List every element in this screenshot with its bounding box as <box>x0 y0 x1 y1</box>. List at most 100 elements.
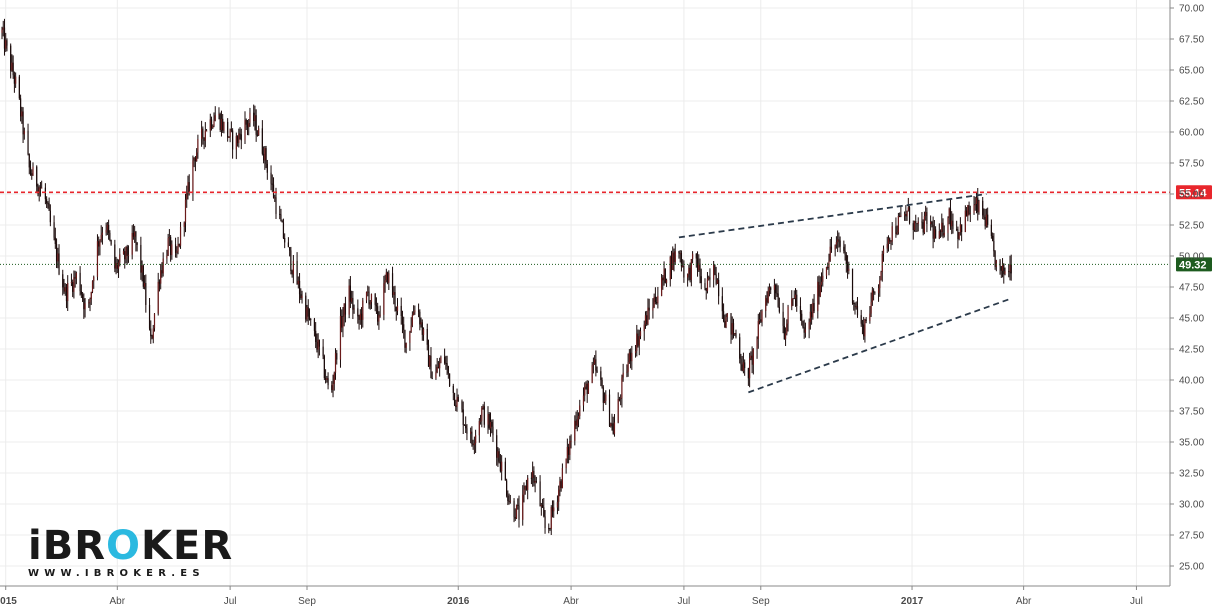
candle-body <box>235 136 237 150</box>
candle-body <box>722 311 725 321</box>
candle-body <box>803 327 805 333</box>
candle-body <box>429 355 431 367</box>
candle-body <box>275 197 277 214</box>
candle-body <box>246 124 249 128</box>
candle-body <box>922 222 924 233</box>
candle-body <box>413 312 415 316</box>
candle-body <box>315 330 317 342</box>
candle-body <box>731 323 733 335</box>
candle-body <box>205 130 208 132</box>
candle-body <box>447 366 449 374</box>
candle-body <box>895 226 897 235</box>
candle-body <box>851 268 854 304</box>
candle-body <box>254 115 256 121</box>
candle-body <box>942 222 944 236</box>
candle-body <box>713 264 715 280</box>
candle-body <box>229 129 231 137</box>
candle-body <box>114 244 116 269</box>
candle-body <box>943 232 945 236</box>
candle-body <box>670 256 673 270</box>
candle-body <box>298 280 301 295</box>
candle-body <box>109 232 111 240</box>
candle-body <box>83 298 85 310</box>
candle-body <box>732 323 735 335</box>
candle-body <box>342 316 344 328</box>
candle-body <box>39 187 42 189</box>
candle-body <box>915 221 917 224</box>
candle-body <box>37 186 39 194</box>
candle-body <box>444 356 446 363</box>
candle-body <box>369 302 371 305</box>
y-tick-label: 25.00 <box>1179 562 1204 573</box>
candle-body <box>290 250 292 271</box>
candle-body <box>220 118 223 131</box>
candle-body <box>654 296 656 303</box>
candle-body <box>595 359 597 371</box>
candle-body <box>965 210 968 217</box>
candle-body <box>89 298 91 303</box>
candle-body <box>367 291 369 293</box>
last-price-badge <box>1176 257 1212 272</box>
candle-body <box>787 306 789 324</box>
candlestick-series <box>1 18 1012 535</box>
candle-body <box>591 365 593 383</box>
candle-body <box>201 128 203 140</box>
candle-body <box>1 29 3 33</box>
candle-body <box>202 128 204 138</box>
candle-body <box>951 220 953 227</box>
candle-body <box>177 244 179 252</box>
candle-body <box>560 481 562 489</box>
candle-body <box>492 426 494 436</box>
y-tick-label: 42.50 <box>1179 345 1204 356</box>
candle-body <box>603 400 606 403</box>
candle-body <box>62 274 64 288</box>
y-tick-label: 57.50 <box>1179 159 1204 170</box>
candle-body <box>792 298 794 300</box>
candle-body <box>481 407 483 421</box>
candle-body <box>628 352 630 363</box>
candle-body <box>427 344 430 367</box>
candle-body <box>135 231 137 243</box>
candle-body <box>53 222 55 238</box>
candle-body <box>704 283 706 289</box>
candle-body <box>88 302 90 304</box>
candle-body <box>708 277 710 279</box>
candle-body <box>948 208 950 218</box>
candle-body <box>812 303 814 318</box>
candle-body <box>343 303 345 317</box>
candle-body <box>540 505 542 507</box>
candle-body <box>422 328 425 335</box>
candle-body <box>115 263 117 269</box>
x-tick-label: Jul <box>678 596 691 607</box>
candle-body <box>880 271 882 281</box>
candle-body <box>463 424 466 426</box>
candle-body <box>662 277 664 281</box>
candle-body <box>473 443 475 446</box>
candle-body <box>5 40 7 49</box>
candle-body <box>742 362 745 371</box>
candle-body <box>157 281 159 314</box>
candle-body <box>184 199 187 223</box>
candle-body <box>669 256 671 280</box>
candle-body <box>27 130 29 155</box>
candle-body <box>305 295 307 320</box>
candle-body <box>228 136 230 138</box>
candle-body <box>430 355 432 379</box>
candle-body <box>323 356 325 379</box>
candle-body <box>696 258 699 271</box>
candle-body <box>768 287 771 291</box>
candle-body <box>349 285 351 302</box>
candle-body <box>987 214 989 225</box>
candle-body <box>690 259 692 281</box>
candle-body <box>506 480 508 496</box>
candle-body <box>932 224 934 239</box>
candle-body <box>280 214 282 222</box>
candle-body <box>923 216 926 233</box>
candle-body <box>57 253 59 262</box>
candle-body <box>80 291 82 295</box>
candle-body <box>861 323 864 325</box>
candle-body <box>626 371 628 373</box>
candle-body <box>186 192 188 200</box>
y-tick-label: 47.50 <box>1179 283 1204 294</box>
candle-body <box>933 229 935 239</box>
